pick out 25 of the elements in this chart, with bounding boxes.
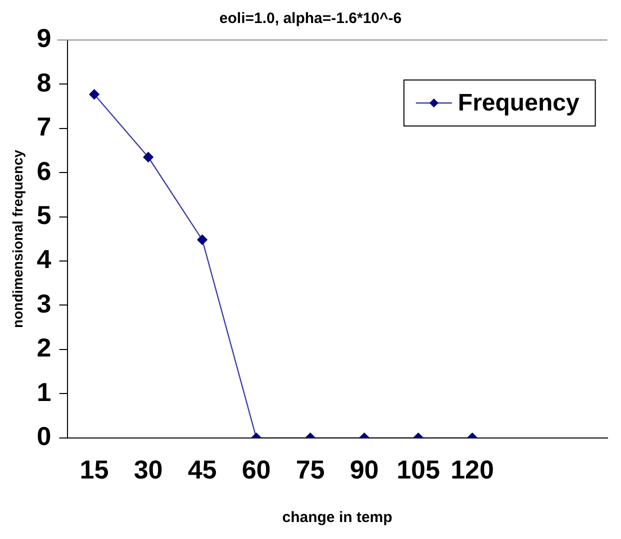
y-tick-label: 8 <box>36 67 52 98</box>
x-tick-label: 45 <box>188 454 217 485</box>
y-tick-label: 5 <box>36 200 52 230</box>
y-tick-label: 7 <box>36 112 52 142</box>
y-tick-label: 6 <box>36 156 52 186</box>
y-tick-label: 4 <box>36 244 52 274</box>
x-tick-label: 90 <box>350 454 379 485</box>
x-tick-label: 15 <box>80 454 109 485</box>
y-tick-label: 1 <box>36 376 52 407</box>
y-axis-title: nondimensional frequency <box>9 150 26 328</box>
x-tick-label: 30 <box>134 454 163 485</box>
point <box>89 89 100 100</box>
legend-label: Frequency <box>458 90 580 117</box>
x-tick-label: 60 <box>242 454 271 485</box>
point <box>143 152 154 162</box>
y-tick-label: 3 <box>36 288 52 318</box>
point <box>197 234 208 245</box>
x-tick-label: 105 <box>396 454 440 485</box>
x-tick-label: 120 <box>450 454 494 485</box>
y-tick-label: 2 <box>36 332 52 363</box>
chart-title: eoli=1.0, alpha=-1.6*10^-6 <box>219 10 402 28</box>
y-tick-label: 0 <box>36 420 52 451</box>
x-axis-title: change in temp <box>282 509 392 526</box>
x-tick-label: 75 <box>296 454 325 485</box>
y-tick-label: 9 <box>36 23 52 54</box>
